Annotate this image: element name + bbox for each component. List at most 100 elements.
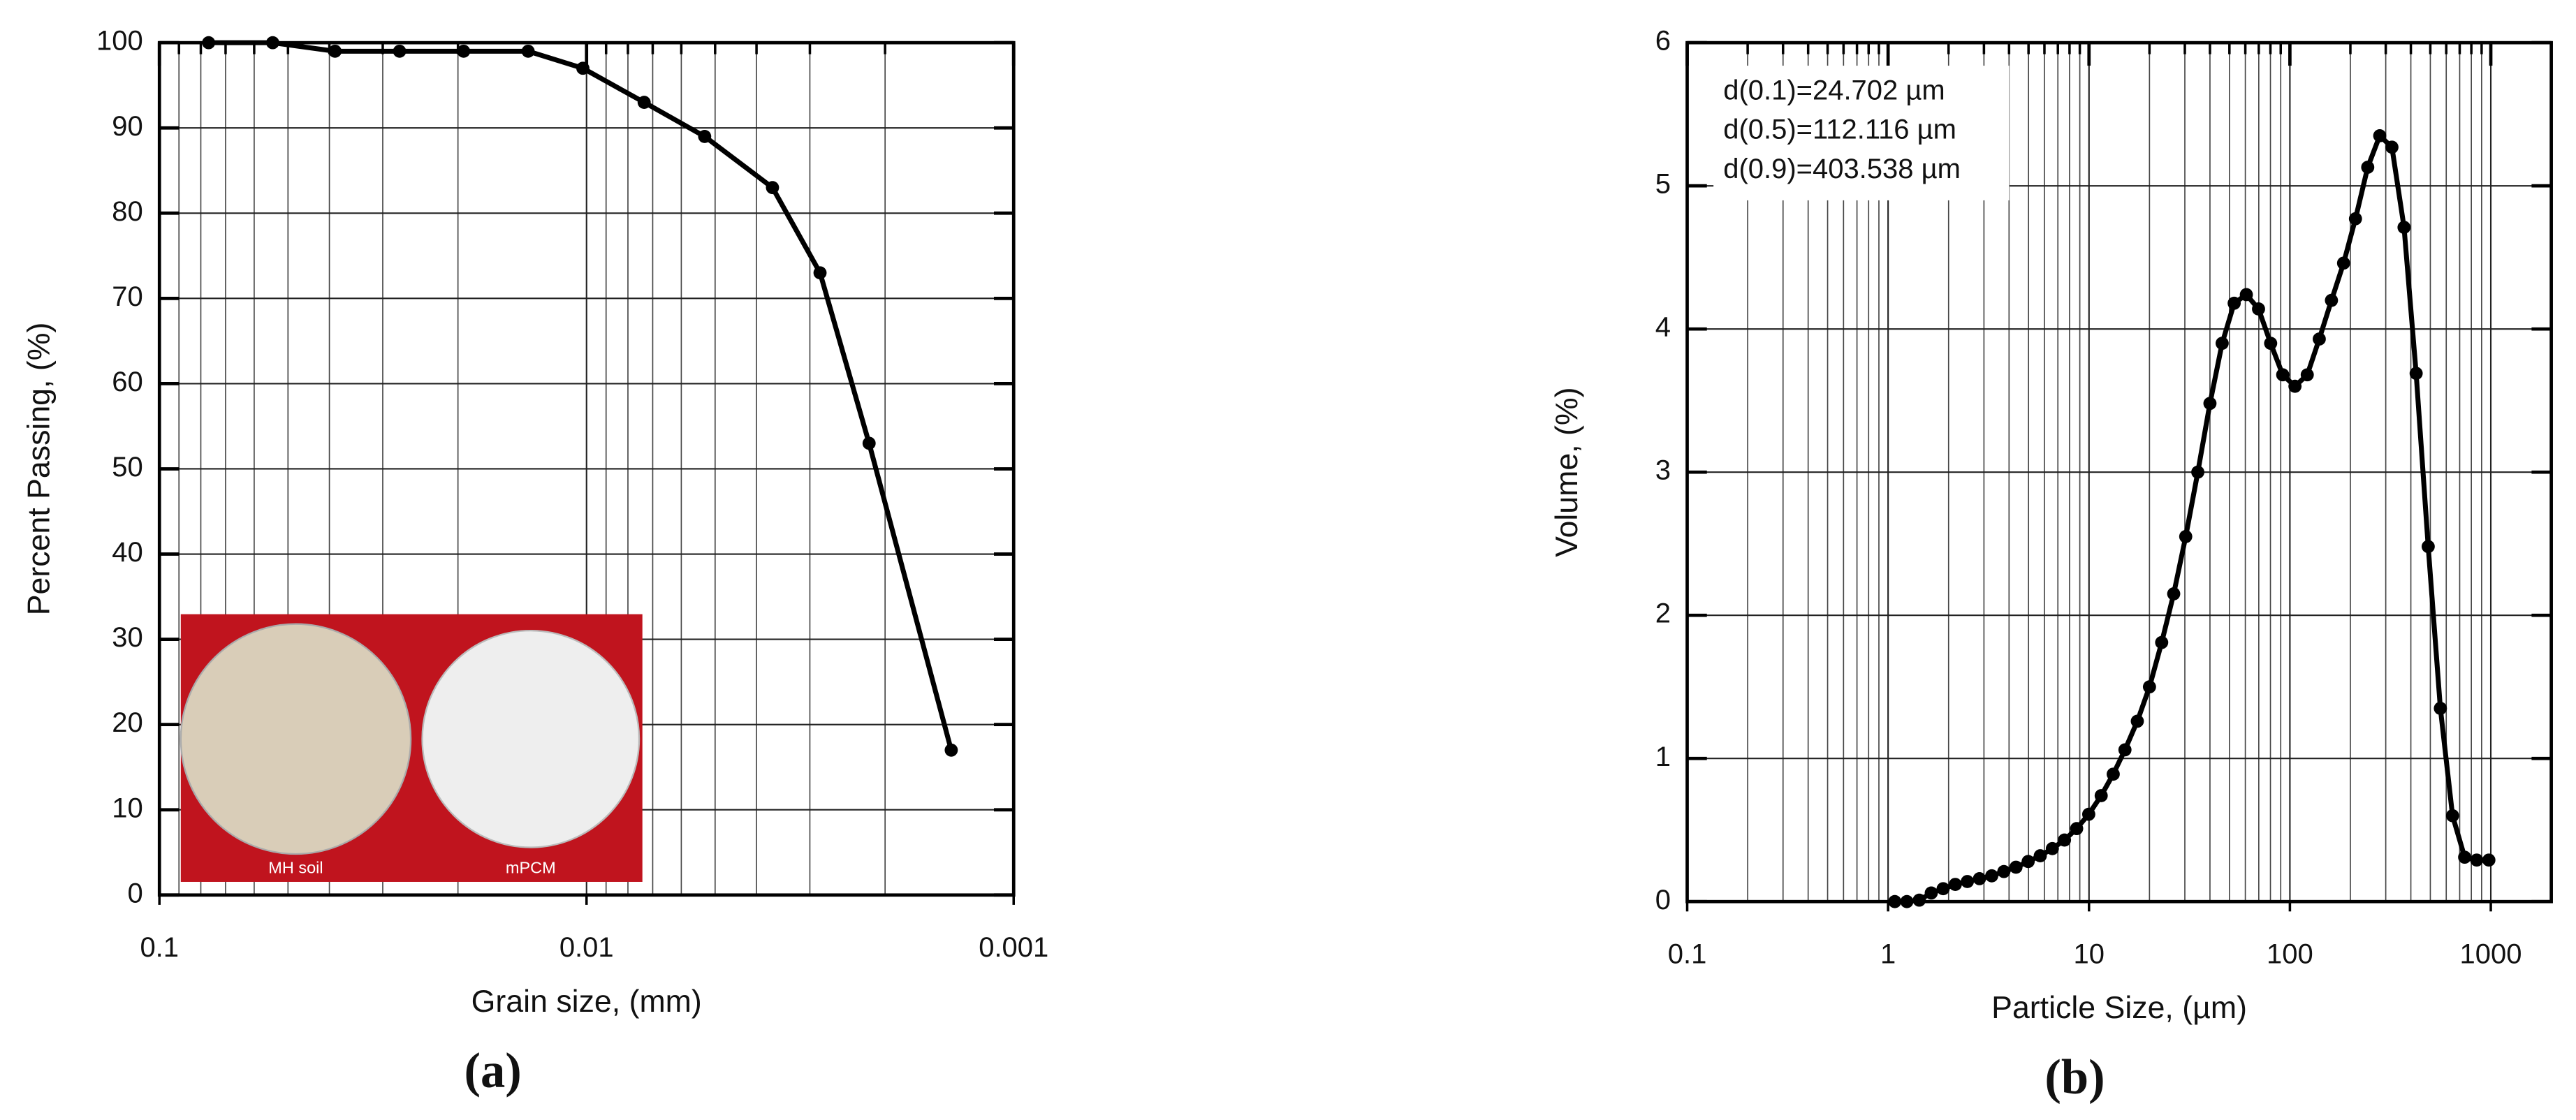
data-point xyxy=(2130,714,2144,728)
y-tick-label: 90 xyxy=(112,111,142,142)
y-tick-label: 0 xyxy=(127,878,142,908)
y-tick-label: 2 xyxy=(1655,598,1671,629)
annotation-box xyxy=(1713,66,2010,200)
data-point xyxy=(328,44,342,58)
data-point xyxy=(1997,864,2011,878)
panel-label: (a) xyxy=(464,1044,522,1098)
inset-label: mPCM xyxy=(506,858,556,876)
y-tick-label: 5 xyxy=(1655,169,1671,200)
data-point xyxy=(2385,140,2399,154)
x-tick-label: 0.1 xyxy=(140,932,179,963)
x-tick-label: 1 xyxy=(1880,938,1896,969)
data-point xyxy=(944,743,958,757)
data-point xyxy=(2434,702,2447,715)
y-tick-label: 6 xyxy=(1655,26,1671,57)
data-point xyxy=(2033,849,2047,863)
data-point xyxy=(1948,878,1962,892)
y-tick-label: 30 xyxy=(112,622,142,653)
data-point xyxy=(862,436,876,450)
data-point xyxy=(1924,886,1938,900)
x-axis-label: Grain size, (mm) xyxy=(471,985,702,1019)
x-axis-label: Particle Size, (µm) xyxy=(1991,991,2247,1025)
data-point xyxy=(457,44,471,58)
data-point xyxy=(2300,368,2314,382)
data-point xyxy=(1888,894,1902,908)
data-point xyxy=(2081,807,2095,821)
data-point xyxy=(2361,161,2375,174)
x-tick-label: 1000 xyxy=(2460,938,2522,969)
data-point xyxy=(2167,587,2181,600)
y-tick-label: 1 xyxy=(1655,742,1671,772)
data-point xyxy=(1912,893,1926,907)
data-point xyxy=(393,44,407,58)
data-point xyxy=(2021,855,2035,869)
data-point xyxy=(2470,853,2484,867)
data-point xyxy=(2276,368,2290,382)
sample-dish xyxy=(421,629,641,848)
data-point xyxy=(2179,530,2193,543)
y-axis-label: Volume, (%) xyxy=(1550,388,1584,557)
data-point xyxy=(2482,853,2496,867)
y-tick-label: 0 xyxy=(1655,885,1671,915)
data-point xyxy=(266,36,279,50)
y-tick-label: 60 xyxy=(112,367,142,397)
x-tick-label: 0.1 xyxy=(1668,938,1707,969)
panel-label: (b) xyxy=(2044,1050,2105,1105)
y-tick-label: 10 xyxy=(112,793,142,823)
y-tick-label: 4 xyxy=(1655,312,1671,343)
data-point xyxy=(2264,337,2278,351)
x-tick-label: 10 xyxy=(2074,938,2105,969)
data-point xyxy=(2373,128,2387,142)
y-tick-label: 20 xyxy=(112,707,142,738)
y-tick-label: 100 xyxy=(96,26,143,57)
data-point xyxy=(1961,875,1975,888)
y-tick-label: 40 xyxy=(112,537,142,568)
x-tick-label: 100 xyxy=(2267,938,2313,969)
data-point xyxy=(2107,767,2120,781)
y-tick-label: 80 xyxy=(112,196,142,227)
data-point xyxy=(698,130,712,143)
data-point xyxy=(2239,288,2253,302)
data-point xyxy=(2142,680,2156,694)
data-point xyxy=(2155,635,2169,649)
data-point xyxy=(1973,871,1986,885)
data-point xyxy=(2203,397,2217,411)
data-point xyxy=(2252,302,2265,316)
x-tick-label: 0.001 xyxy=(979,932,1048,963)
data-point xyxy=(2336,256,2350,270)
sample-dish xyxy=(180,623,412,855)
data-point xyxy=(2058,833,2072,847)
data-point xyxy=(576,61,590,75)
data-point xyxy=(2313,332,2326,346)
data-point xyxy=(2288,379,2302,393)
data-point xyxy=(2009,860,2023,874)
data-point xyxy=(2227,296,2241,310)
plot-frame xyxy=(157,40,1016,897)
data-point xyxy=(521,44,535,58)
data-point xyxy=(1985,869,1998,883)
data-point xyxy=(2325,293,2339,307)
data-point xyxy=(202,36,216,50)
data-point xyxy=(637,96,651,110)
y-tick-label: 50 xyxy=(112,452,142,482)
data-point xyxy=(2348,212,2362,226)
data-point xyxy=(813,266,827,280)
data-point xyxy=(2458,850,2471,864)
data-point xyxy=(2215,337,2229,351)
annotation: d(0.5)=112.116 µm xyxy=(1723,115,1956,145)
x-tick-label: 0.01 xyxy=(559,932,614,963)
data-point xyxy=(2422,540,2435,554)
data-point xyxy=(2397,221,2411,235)
data-point xyxy=(1936,882,1950,896)
data-point xyxy=(766,181,780,195)
annotation: d(0.1)=24.702 µm xyxy=(1723,75,1945,105)
data-point xyxy=(2191,465,2204,479)
data-point xyxy=(1900,894,1914,908)
data-point xyxy=(2070,822,2084,836)
y-axis-label: Percent Passing, (%) xyxy=(22,323,57,616)
data-point xyxy=(2409,367,2423,381)
y-tick-label: 3 xyxy=(1655,455,1671,486)
inset-label: MH soil xyxy=(268,858,323,876)
